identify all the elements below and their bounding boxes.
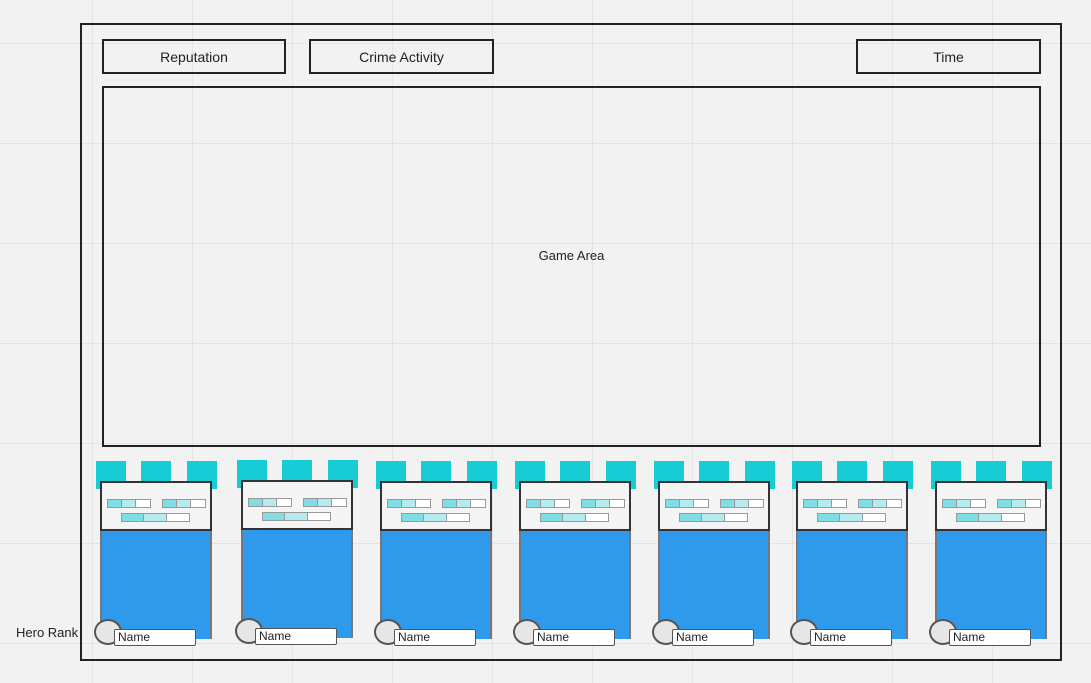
hero-stats-panel <box>796 481 908 531</box>
main-frame <box>80 23 1062 661</box>
stat-bar <box>107 499 151 508</box>
hero-name-field[interactable]: Name <box>533 629 615 646</box>
hero-name-field[interactable]: Name <box>810 629 892 646</box>
stat-bar <box>303 498 347 507</box>
hero-name-field[interactable]: Name <box>394 629 476 646</box>
time-label: Time <box>933 48 964 65</box>
stat-bar <box>817 513 886 522</box>
hero-portrait[interactable] <box>935 531 1047 639</box>
hero-card[interactable]: Name <box>790 461 914 651</box>
hero-name-field[interactable]: Name <box>672 629 754 646</box>
stat-bar <box>679 513 748 522</box>
stat-bar <box>262 512 331 521</box>
hero-stats-panel <box>658 481 770 531</box>
hero-stats-panel <box>380 481 492 531</box>
stat-bar <box>121 513 190 522</box>
stat-bar <box>581 499 625 508</box>
stat-bar <box>942 499 986 508</box>
stat-bar <box>956 513 1025 522</box>
stat-bar <box>442 499 486 508</box>
hero-portrait[interactable] <box>100 531 212 639</box>
hero-portrait[interactable] <box>241 530 353 638</box>
stat-bar <box>997 499 1041 508</box>
hero-name-field[interactable]: Name <box>114 629 196 646</box>
hero-card[interactable]: Name <box>94 461 218 651</box>
hero-name-field[interactable]: Name <box>255 628 337 645</box>
hero-portrait[interactable] <box>380 531 492 639</box>
stat-bar <box>720 499 764 508</box>
hero-stats-panel <box>519 481 631 531</box>
hero-stats-panel <box>100 481 212 531</box>
time-panel[interactable]: Time <box>856 39 1041 74</box>
hero-card[interactable]: Name <box>374 461 498 651</box>
hero-portrait[interactable] <box>519 531 631 639</box>
crime-activity-panel[interactable]: Crime Activity <box>309 39 494 74</box>
reputation-label: Reputation <box>160 48 228 65</box>
hero-portrait[interactable] <box>796 531 908 639</box>
game-area[interactable]: Game Area <box>102 86 1041 447</box>
hero-rank-label: Hero Rank <box>16 625 79 640</box>
stat-bar <box>665 499 709 508</box>
stat-bar <box>858 499 902 508</box>
stat-bar <box>803 499 847 508</box>
hero-card[interactable]: Name <box>652 461 776 651</box>
hero-card[interactable]: Name <box>929 461 1053 651</box>
hero-stats-panel <box>241 480 353 530</box>
crime-activity-label: Crime Activity <box>359 48 444 65</box>
stat-bar <box>526 499 570 508</box>
game-area-label: Game Area <box>538 248 605 263</box>
reputation-panel[interactable]: Reputation <box>102 39 286 74</box>
hero-name-field[interactable]: Name <box>949 629 1031 646</box>
stat-bar <box>248 498 292 507</box>
hero-card[interactable]: Name <box>513 461 637 651</box>
hero-portrait[interactable] <box>658 531 770 639</box>
stat-bar <box>540 513 609 522</box>
hero-card[interactable]: Name <box>235 460 359 650</box>
stat-bar <box>387 499 431 508</box>
stat-bar <box>401 513 470 522</box>
hero-stats-panel <box>935 481 1047 531</box>
stat-bar <box>162 499 206 508</box>
